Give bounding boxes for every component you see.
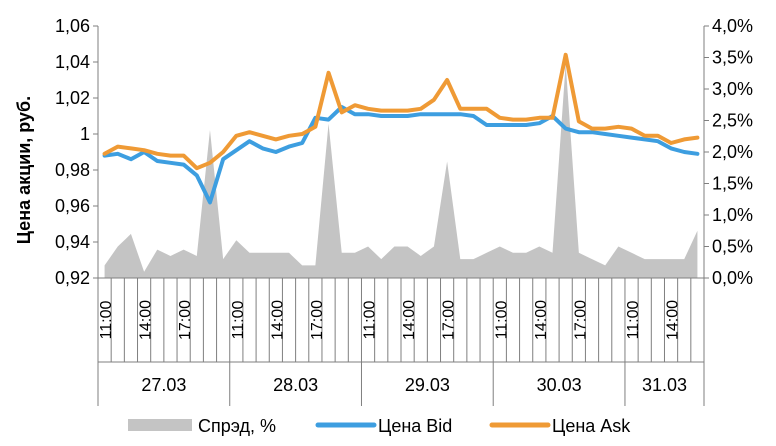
left-tick-label: 0,98: [55, 160, 90, 180]
hour-tick-label: 14:00: [401, 300, 418, 340]
day-label: 30.03: [537, 375, 582, 395]
hour-tick-label: 11:00: [625, 300, 642, 339]
hour-tick-label: 14:00: [533, 300, 550, 340]
right-tick-label: 0,5%: [712, 237, 753, 257]
left-tick-label: 1: [80, 124, 90, 144]
legend: Спрэд, % Цена Bid Цена Ask: [128, 416, 631, 436]
hour-tick-label: 11:00: [362, 300, 379, 339]
legend-label: Спрэд, %: [198, 416, 276, 436]
legend-swatch-spread: [128, 419, 192, 431]
right-tick-label: 4,0%: [712, 16, 753, 36]
left-tick-label: 1,06: [55, 16, 90, 36]
axes-layer: 0,92 0,94 0,96 0,98 1 1,02 1,04 1,06 0,0% 0,5% 1,0…: [55, 16, 753, 406]
legend-label: Цена Bid: [378, 416, 452, 436]
legend-label: Цена Ask: [552, 416, 631, 436]
right-tick-label: 2,5%: [712, 111, 753, 131]
day-label: 31.03: [642, 375, 687, 395]
spread-area-layer: [104, 63, 698, 278]
day-label: 28.03: [273, 375, 318, 395]
hour-tick-label: 17:00: [572, 300, 589, 340]
hour-tick-label: 11:00: [230, 300, 247, 339]
hour-tick-label: 14:00: [665, 300, 682, 340]
right-tick-label: 3,5%: [712, 48, 753, 68]
hour-tick-label: 14:00: [269, 300, 286, 340]
hour-tick-label: 11:00: [493, 300, 510, 339]
legend-item: Цена Ask: [489, 416, 631, 436]
hour-tick-label: 11:00: [98, 300, 115, 339]
series-line-ask: [102, 52, 700, 171]
hour-tick-label: 17:00: [177, 300, 194, 340]
right-tick-label: 0,0%: [712, 268, 753, 288]
price-lines-layer: [102, 52, 700, 205]
legend-item: Спрэд, %: [128, 416, 276, 436]
right-tick-label: 1,5%: [712, 174, 753, 194]
left-tick-label: 1,02: [55, 88, 90, 108]
hour-tick-label: 17:00: [441, 300, 458, 340]
day-label: 27.03: [141, 375, 186, 395]
legend-item: Цена Bid: [315, 416, 452, 436]
right-tick-label: 3,0%: [712, 79, 753, 99]
left-tick-label: 0,96: [55, 196, 90, 216]
left-tick-label: 1,04: [55, 52, 90, 72]
hour-tick-label: 17:00: [309, 300, 326, 340]
series-line-bid: [102, 105, 700, 205]
y-axis-title: Цена акции, руб.: [14, 96, 34, 244]
right-tick-label: 2,0%: [712, 142, 753, 162]
right-tick-label: 1,0%: [712, 205, 753, 225]
left-tick-label: 0,92: [55, 268, 90, 288]
hour-tick-label: 14:00: [138, 300, 155, 340]
day-label: 29.03: [405, 375, 450, 395]
series-area-spread: [104, 63, 698, 278]
left-tick-label: 0,94: [55, 232, 90, 252]
